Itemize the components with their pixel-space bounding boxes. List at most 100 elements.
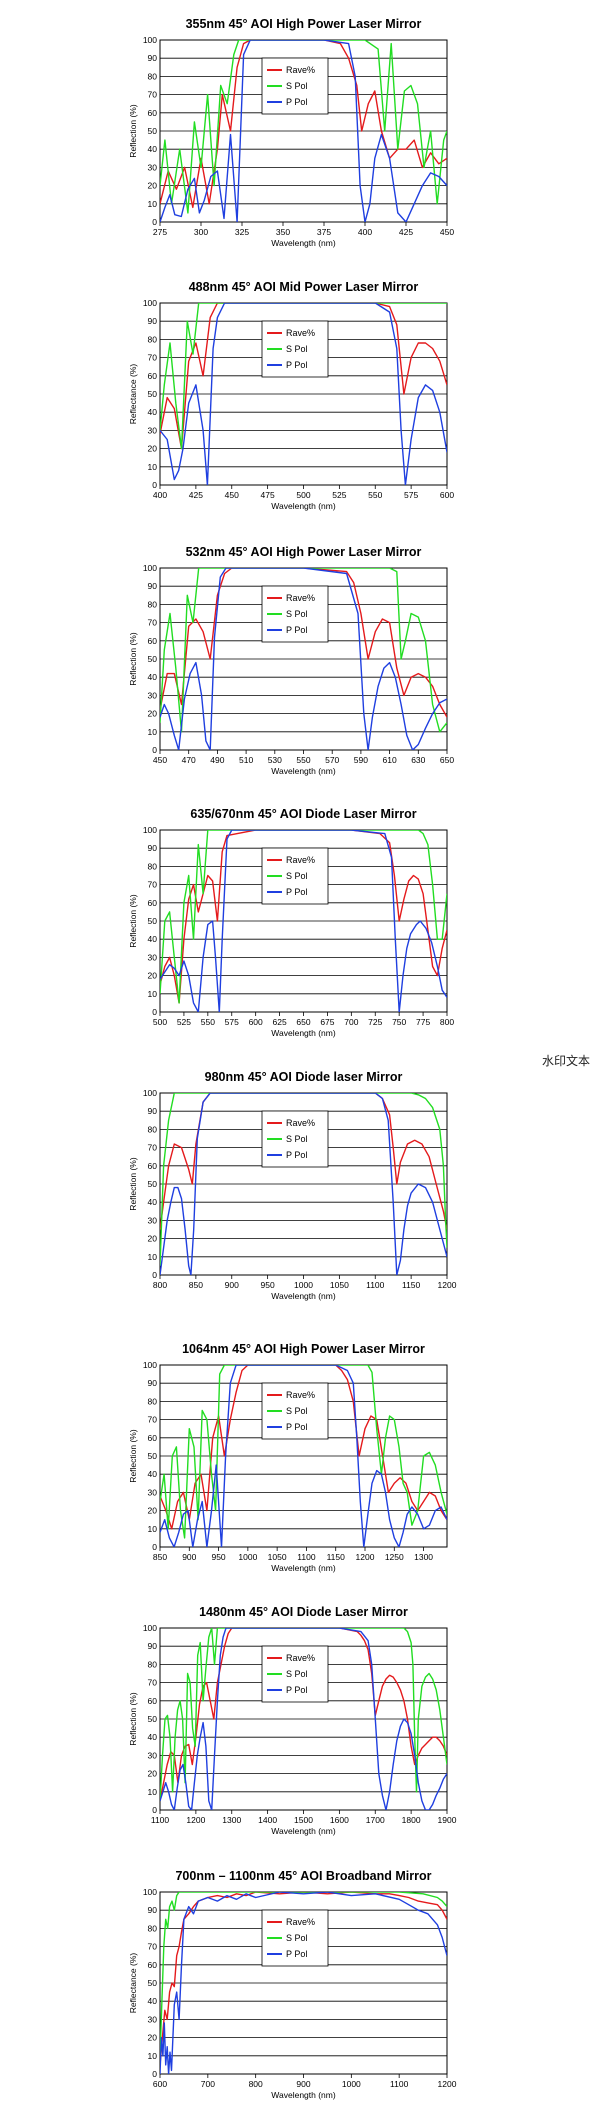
x-tick-label: 1300 [222, 1815, 241, 1825]
series-line-rave- [160, 1093, 447, 1230]
y-tick-label: 70 [148, 618, 158, 628]
legend-label: Rave% [286, 1390, 315, 1400]
x-tick-label: 490 [210, 755, 224, 765]
y-tick-label: 20 [148, 181, 158, 191]
series-line-s-pol [160, 303, 447, 450]
y-tick-label: 0 [152, 1805, 157, 1815]
y-tick-label: 80 [148, 1923, 158, 1933]
x-tick-label: 1150 [402, 1280, 421, 1290]
y-tick-label: 30 [148, 425, 158, 435]
series-line-p-pol [160, 40, 447, 222]
series-line-p-pol [160, 830, 447, 1012]
y-tick-label: 70 [148, 1678, 158, 1688]
series-line-p-pol [160, 1365, 447, 1547]
x-tick-label: 575 [404, 490, 418, 500]
chart-title: 355nm 45° AOI High Power Laser Mirror [186, 17, 422, 31]
series-line-p-pol [160, 303, 447, 485]
x-axis-label: Wavelength (nm) [271, 1826, 336, 1836]
x-tick-label: 950 [261, 1280, 275, 1290]
x-tick-label: 400 [153, 490, 167, 500]
legend-label: Rave% [286, 1118, 315, 1128]
y-tick-label: 20 [148, 709, 158, 719]
y-tick-label: 90 [148, 316, 158, 326]
y-tick-label: 0 [152, 217, 157, 227]
x-tick-label: 1100 [390, 2079, 409, 2089]
chart-7: 1480nm 45° AOI Diode Laser Mirror 0 10 20 30… [128, 1605, 457, 1836]
y-tick-label: 50 [148, 1451, 158, 1461]
y-tick-label: 20 [148, 1506, 158, 1516]
x-tick-label: 850 [189, 1280, 203, 1290]
y-tick-label: 20 [148, 971, 158, 981]
x-tick-label: 700 [201, 2079, 215, 2089]
y-tick-label: 30 [148, 952, 158, 962]
y-tick-label: 80 [148, 599, 158, 609]
chart-2: 488nm 45° AOI Mid Power Laser Mirror 0 10 2… [128, 280, 454, 511]
y-tick-label: 50 [148, 1978, 158, 1988]
x-tick-label: 1200 [186, 1815, 205, 1825]
chart-title: 635/670nm 45° AOI Diode Laser Mirror [190, 807, 416, 821]
legend-label: P Pol [286, 1949, 307, 1959]
chart-title: 1480nm 45° AOI Diode Laser Mirror [199, 1605, 408, 1619]
y-tick-label: 30 [148, 1487, 158, 1497]
y-tick-label: 100 [143, 1088, 157, 1098]
y-tick-label: 90 [148, 1905, 158, 1915]
series-line-s-pol [160, 40, 447, 214]
y-tick-label: 70 [148, 353, 158, 363]
x-axis-label: Wavelength (nm) [271, 1291, 336, 1301]
x-tick-label: 450 [225, 490, 239, 500]
y-axis-label: Reflection (%) [128, 894, 138, 948]
legend-label: P Pol [286, 97, 307, 107]
y-tick-label: 30 [148, 2014, 158, 2024]
legend-label: S Pol [286, 871, 308, 881]
series-line-s-pol [160, 1093, 447, 1266]
x-tick-label: 900 [182, 1552, 196, 1562]
x-tick-label: 1600 [330, 1815, 349, 1825]
x-tick-label: 650 [440, 755, 454, 765]
x-tick-label: 1900 [438, 1815, 457, 1825]
series-line-p-pol [160, 1093, 447, 1275]
x-tick-label: 350 [276, 227, 290, 237]
y-tick-label: 40 [148, 407, 158, 417]
x-tick-label: 600 [153, 2079, 167, 2089]
y-tick-label: 0 [152, 745, 157, 755]
legend-label: P Pol [286, 1422, 307, 1432]
x-tick-label: 850 [153, 1552, 167, 1562]
legend-label: Rave% [286, 593, 315, 603]
y-tick-label: 40 [148, 1197, 158, 1207]
series-line-p-pol [160, 1892, 447, 2074]
x-tick-label: 1100 [297, 1552, 316, 1562]
chart-1: 355nm 45° AOI High Power Laser Mirror 0 10… [128, 17, 454, 248]
y-tick-label: 20 [148, 2033, 158, 2043]
legend-label: Rave% [286, 328, 315, 338]
y-tick-label: 100 [143, 1887, 157, 1897]
y-tick-label: 100 [143, 298, 157, 308]
y-tick-label: 100 [143, 35, 157, 45]
x-tick-label: 475 [261, 490, 275, 500]
series-line-s-pol [160, 568, 447, 733]
x-tick-label: 800 [440, 1017, 454, 1027]
y-tick-label: 70 [148, 880, 158, 890]
y-axis-label: Reflection (%) [128, 632, 138, 686]
x-tick-label: 1800 [402, 1815, 421, 1825]
y-axis-label: Reflectance (%) [128, 364, 138, 425]
series-line-s-pol [160, 830, 447, 1004]
y-tick-label: 90 [148, 53, 158, 63]
y-tick-label: 50 [148, 916, 158, 926]
x-axis-label: Wavelength (nm) [271, 2090, 336, 2100]
legend-label: S Pol [286, 81, 308, 91]
y-tick-label: 50 [148, 1179, 158, 1189]
x-tick-label: 1150 [327, 1552, 346, 1562]
y-tick-label: 80 [148, 1396, 158, 1406]
x-tick-label: 1400 [258, 1815, 277, 1825]
y-tick-label: 90 [148, 1106, 158, 1116]
y-tick-label: 80 [148, 71, 158, 81]
y-tick-label: 60 [148, 1161, 158, 1171]
y-tick-label: 50 [148, 389, 158, 399]
x-tick-label: 675 [320, 1017, 334, 1027]
x-tick-label: 800 [153, 1280, 167, 1290]
chart-5: 980nm 45° AOI Diode laser Mirror 0 10 20 30 4… [128, 1070, 457, 1301]
series-line-p-pol [160, 1628, 447, 1810]
chart-title: 532nm 45° AOI High Power Laser Mirror [186, 545, 422, 559]
series-line-p-pol [160, 568, 447, 750]
watermark-text: 水印文本 [541, 1054, 590, 1068]
